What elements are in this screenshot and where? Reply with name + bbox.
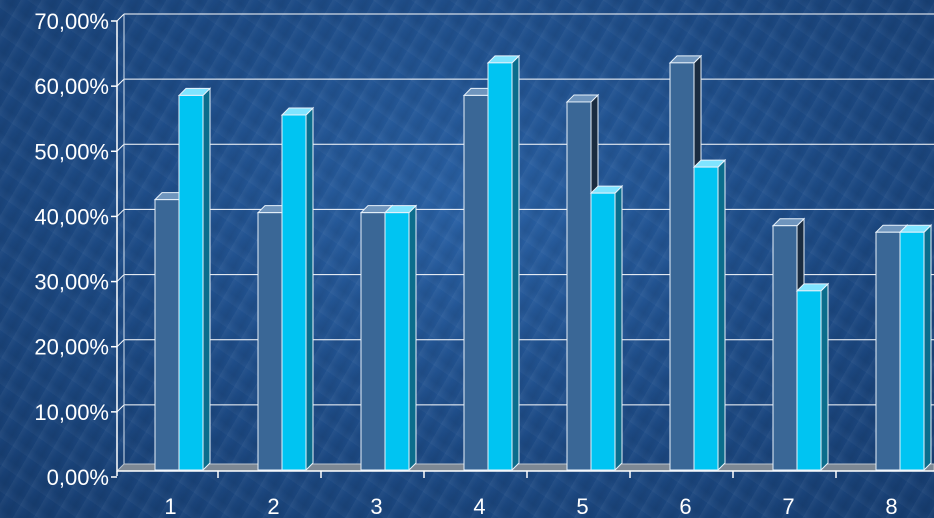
bar-series2-front bbox=[899, 231, 925, 471]
y-tick-label: 50,00% bbox=[34, 139, 109, 164]
bar-series1-front bbox=[772, 225, 798, 471]
bar-series1-front bbox=[257, 212, 283, 471]
bar-series2 bbox=[280, 106, 315, 472]
y-tick-label: 10,00% bbox=[34, 400, 109, 425]
bar-series2 bbox=[383, 204, 418, 472]
y-tick-label: 40,00% bbox=[34, 204, 109, 229]
bar-series2-front bbox=[796, 290, 822, 471]
bar-series2-front bbox=[281, 114, 307, 471]
bar-series2-front bbox=[178, 94, 204, 471]
bar-series2 bbox=[898, 224, 933, 472]
bar-series2-side bbox=[408, 204, 417, 472]
y-tick-label: 60,00% bbox=[34, 74, 109, 99]
bar-series2-side bbox=[305, 106, 314, 472]
bar-series1-front bbox=[566, 101, 592, 471]
gridline-diag bbox=[116, 209, 125, 217]
bar-series1-front bbox=[360, 212, 386, 471]
x-tick-label: 2 bbox=[267, 494, 279, 518]
gridline-diag bbox=[116, 143, 125, 152]
bar-series2-side bbox=[511, 54, 520, 472]
bar-series2-front bbox=[487, 62, 513, 471]
bar-series2-side bbox=[923, 224, 932, 472]
gridline-diag bbox=[116, 404, 125, 413]
bar-series1-front bbox=[154, 199, 180, 471]
x-tick-label: 1 bbox=[164, 494, 176, 518]
gridline-diag bbox=[116, 339, 125, 348]
bars bbox=[153, 54, 933, 472]
bar-series2 bbox=[177, 87, 212, 472]
bar-series2-side bbox=[614, 184, 623, 472]
y-tick-label: 0,00% bbox=[47, 465, 109, 490]
bar-series2-front bbox=[590, 192, 616, 471]
bar-series2 bbox=[795, 282, 830, 472]
x-tick-label: 5 bbox=[576, 494, 588, 518]
bar-series2-front bbox=[384, 212, 410, 471]
x-tick-label: 4 bbox=[473, 494, 485, 518]
y-tick-label: 30,00% bbox=[34, 270, 109, 295]
x-tick-label: 6 bbox=[679, 494, 691, 518]
bar-series2 bbox=[486, 54, 521, 472]
bar-series1-front bbox=[463, 94, 489, 471]
y-tick-label: 70,00% bbox=[34, 9, 109, 34]
y-tick-label: 20,00% bbox=[34, 335, 109, 360]
gridline-diag bbox=[116, 13, 125, 22]
bar-series2-side bbox=[202, 87, 211, 472]
bar-series1-front bbox=[669, 62, 695, 471]
bar-series2-side bbox=[820, 282, 829, 472]
x-tick-label: 7 bbox=[782, 494, 794, 518]
bar-series2-front bbox=[693, 166, 719, 471]
x-tick-label: 3 bbox=[370, 494, 382, 518]
x-tick-label: 8 bbox=[885, 494, 897, 518]
gridline-diag bbox=[116, 78, 125, 87]
gridline-diag bbox=[116, 274, 125, 282]
bar-series1-front bbox=[875, 231, 901, 471]
bar-series2 bbox=[589, 184, 624, 472]
bar-series2-side bbox=[717, 158, 726, 472]
bar-series2 bbox=[692, 158, 727, 472]
